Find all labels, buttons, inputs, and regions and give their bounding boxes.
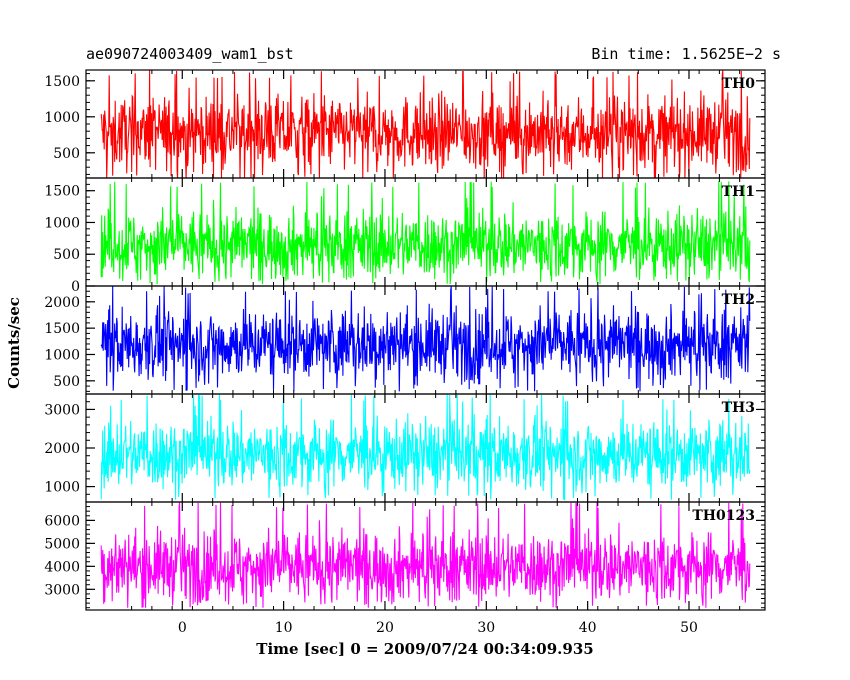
x-tick-label: 30 — [477, 620, 495, 636]
panel-th0: 500 1000 1500 TH0 — [44, 69, 766, 179]
y-tick-label: 2000 — [44, 295, 80, 311]
series-th3 — [100, 394, 751, 501]
y-axis-label: Counts/sec — [5, 297, 23, 389]
y-tick-label: 1500 — [44, 184, 80, 200]
x-axis: 0 10 20 30 40 50 — [178, 620, 698, 636]
y-tick-label: 1000 — [44, 480, 80, 496]
x-tick-label: 0 — [178, 620, 187, 636]
observation-id-header: ae090724003409_wam1_bst — [86, 45, 294, 63]
panel-th0123: 3000 4000 5000 6000 TH0123 — [44, 501, 766, 611]
y-tick-label: 500 — [53, 146, 80, 162]
y-tick-label: 3000 — [44, 402, 80, 418]
bin-time-header: Bin time: 1.5625E−2 s — [591, 45, 781, 63]
series-th2 — [100, 286, 751, 392]
y-tick-label: 500 — [53, 374, 80, 390]
panel-th1: 0 500 1000 1500 TH1 — [44, 177, 766, 295]
panel-th3: 1000 2000 3000 TH3 — [44, 393, 766, 503]
y-tick-label: 3000 — [44, 582, 80, 598]
series-th0 — [100, 70, 751, 178]
series-th1 — [100, 181, 751, 285]
panel-label: TH2 — [722, 292, 755, 308]
y-tick-label: 1000 — [44, 110, 80, 126]
y-tick-label: 4000 — [44, 559, 80, 575]
panels-layer: 500 1000 1500 TH0 0 500 1000 1500 TH1 500 1000 1500… — [44, 69, 766, 611]
y-tick-label: 1500 — [44, 321, 80, 337]
y-tick-label: 1000 — [44, 215, 80, 231]
panel-label: TH3 — [722, 400, 755, 416]
x-axis-label: Time [sec] 0 = 2009/07/24 00:34:09.935 — [256, 640, 593, 658]
y-tick-label: 1500 — [44, 74, 80, 90]
x-tick-label: 40 — [579, 620, 597, 636]
panel-frame — [85, 501, 766, 611]
y-tick-label: 0 — [71, 279, 80, 295]
panel-th2: 500 1000 1500 2000 TH2 — [44, 285, 766, 395]
panel-label: TH0123 — [692, 508, 755, 524]
y-tick-label: 2000 — [44, 441, 80, 457]
panel-label: TH1 — [722, 184, 755, 200]
x-tick-label: 10 — [275, 620, 293, 636]
y-tick-label: 6000 — [44, 513, 80, 529]
y-tick-label: 1000 — [44, 347, 80, 363]
y-tick-label: 5000 — [44, 536, 80, 552]
x-tick-label: 20 — [376, 620, 394, 636]
panel-label: TH0 — [722, 76, 756, 92]
x-tick-label: 50 — [680, 620, 698, 636]
series-th0123 — [100, 502, 751, 608]
y-tick-label: 500 — [53, 247, 80, 263]
